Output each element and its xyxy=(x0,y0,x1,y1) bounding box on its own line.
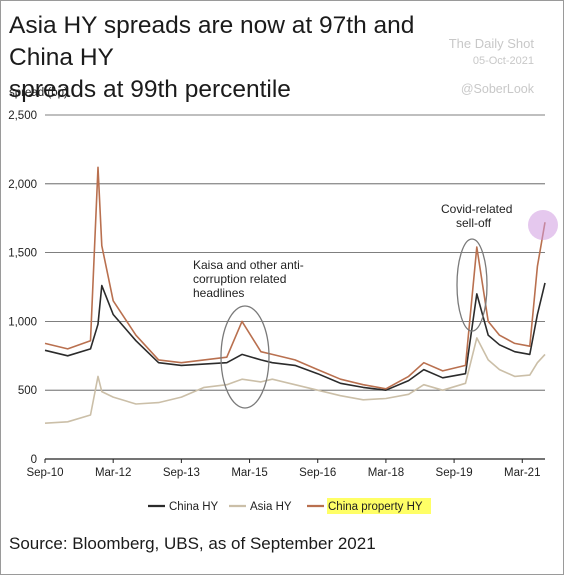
title-line-1: Asia HY spreads are now at 97th and Chin… xyxy=(9,12,415,71)
covid-ellipse xyxy=(456,238,488,332)
x-tick-label: Mar-21 xyxy=(504,467,540,479)
legend-highlight xyxy=(327,498,431,514)
y-axis-label: spread (bp) xyxy=(9,87,68,99)
y-tick-label: 0 xyxy=(31,454,37,466)
y-tick-label: 2,500 xyxy=(8,110,37,122)
series-lines xyxy=(44,166,546,424)
annotation-text: sell-off xyxy=(456,216,492,230)
title-line-2: spreads at 99th percentile xyxy=(9,76,291,103)
legend-label: China HY xyxy=(169,501,219,513)
annotation-text: corruption related xyxy=(193,272,286,286)
legend: China HY Asia HY China property HY xyxy=(148,498,431,514)
watermark-handle: @SoberLook xyxy=(460,82,534,96)
source-note: Source: Bloomberg, UBS, as of September … xyxy=(9,534,376,553)
series-line xyxy=(44,337,546,424)
x-tick-label: Sep-19 xyxy=(436,467,473,479)
x-tick-label: Mar-12 xyxy=(95,467,131,479)
watermark-publisher: The Daily Shot xyxy=(448,36,534,51)
highlight-marker xyxy=(528,210,558,240)
y-tick-label: 1,000 xyxy=(8,316,37,328)
chart-title: Asia HY spreads are now at 97th and Chin… xyxy=(9,10,439,106)
kaisa-ellipse xyxy=(220,305,270,409)
x-tick-label: Sep-10 xyxy=(26,467,63,479)
series-line xyxy=(44,282,546,392)
x-tick-label: Mar-15 xyxy=(231,467,267,479)
annotation-text: Covid-related xyxy=(441,202,512,216)
x-tick-label: Sep-13 xyxy=(163,467,200,479)
y-tick-label: 1,500 xyxy=(8,248,37,260)
grid-lines xyxy=(45,114,545,460)
y-tick-labels: 0 500 1,000 1,500 2,000 2,500 xyxy=(8,110,37,466)
x-tick-labels: Sep-10 Mar-12 Sep-13 Mar-15 Sep-16 Mar-18 Sep-… xyxy=(26,459,540,479)
y-tick-label: 2,000 xyxy=(8,179,37,191)
legend-label: China property HY xyxy=(328,501,423,513)
watermark-date: 05-Oct-2021 xyxy=(472,55,534,67)
x-tick-label: Mar-18 xyxy=(368,467,404,479)
legend-label: Asia HY xyxy=(250,501,292,513)
annotation-text: headlines xyxy=(193,286,244,300)
y-tick-label: 500 xyxy=(18,385,37,397)
annotation-text: Kaisa and other anti- xyxy=(193,258,304,272)
series-line xyxy=(44,166,546,390)
annotations: Kaisa and other anti-corruption relatedh… xyxy=(193,202,558,409)
x-tick-label: Sep-16 xyxy=(299,467,336,479)
